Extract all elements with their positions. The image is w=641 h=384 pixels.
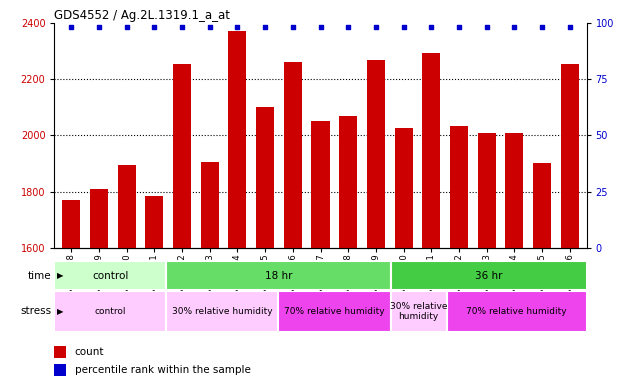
Bar (561, 64, 579, 248)
Point (343, 24, 353, 30)
Point (537, 24, 547, 30)
Bar (62, 200, 80, 248)
Bar (146, 196, 163, 248)
Bar (506, 132, 524, 248)
Bar (478, 132, 495, 248)
Bar (167, 261, 390, 290)
Point (121, 24, 131, 30)
Bar (390, 261, 587, 290)
Bar (367, 60, 385, 248)
Point (565, 24, 575, 30)
Bar (54, 291, 167, 332)
Text: 30% relative
humidity: 30% relative humidity (390, 302, 447, 321)
Bar (339, 116, 357, 248)
Bar (228, 31, 246, 248)
Text: percentile rank within the sample: percentile rank within the sample (75, 365, 251, 375)
Point (315, 24, 326, 30)
Text: ▶: ▶ (57, 307, 63, 316)
Bar (312, 121, 329, 248)
Text: stress: stress (20, 306, 51, 316)
Bar (167, 291, 278, 332)
Bar (173, 64, 191, 248)
Point (454, 24, 464, 30)
Text: count: count (75, 347, 104, 357)
Text: GDS4552 / Ag.2L.1319.1_a_at: GDS4552 / Ag.2L.1319.1_a_at (54, 9, 231, 22)
Point (426, 24, 437, 30)
Point (232, 24, 242, 30)
Text: 18 hr: 18 hr (265, 270, 292, 281)
Bar (256, 107, 274, 248)
Text: 70% relative humidity: 70% relative humidity (466, 307, 567, 316)
Text: 70% relative humidity: 70% relative humidity (284, 307, 385, 316)
Bar (117, 165, 135, 248)
Bar (450, 126, 468, 248)
Text: ▶: ▶ (57, 271, 63, 280)
Text: time: time (28, 270, 51, 281)
Bar (447, 291, 587, 332)
Point (510, 24, 520, 30)
Point (399, 24, 409, 30)
Bar (533, 164, 551, 248)
Bar (390, 291, 447, 332)
Text: control: control (92, 270, 129, 281)
Bar (54, 346, 66, 358)
Bar (422, 53, 440, 248)
Bar (54, 261, 167, 290)
Text: control: control (95, 307, 126, 316)
Point (177, 24, 187, 30)
Text: 36 hr: 36 hr (475, 270, 503, 281)
Bar (395, 128, 413, 248)
Bar (90, 189, 108, 248)
Bar (201, 162, 219, 248)
Bar (284, 62, 302, 248)
Point (481, 24, 492, 30)
Point (288, 24, 298, 30)
Bar (278, 291, 390, 332)
Bar (54, 364, 66, 376)
Point (370, 24, 381, 30)
Point (66, 24, 76, 30)
Text: 30% relative humidity: 30% relative humidity (172, 307, 273, 316)
Point (204, 24, 215, 30)
Point (149, 24, 160, 30)
Point (94, 24, 104, 30)
Point (260, 24, 271, 30)
